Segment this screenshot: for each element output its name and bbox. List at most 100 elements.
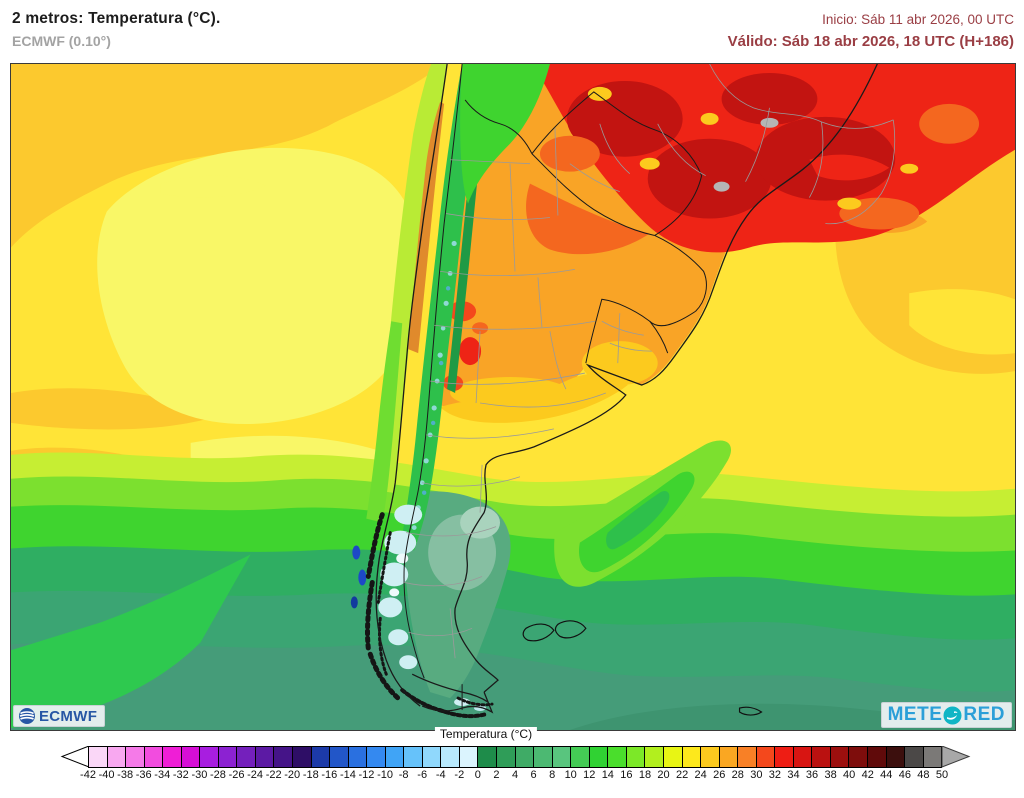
legend-tick-label: -28 — [210, 769, 226, 781]
legend-color-cell — [385, 747, 405, 767]
legend-color-cell — [255, 747, 275, 767]
legend-color-cell — [738, 747, 757, 767]
legend-tick-label: 40 — [843, 769, 856, 781]
temperature-map: ECMWF METE RED — [10, 63, 1016, 731]
legend-tick-label: -42 — [80, 769, 96, 781]
legend-color-cell — [719, 747, 739, 767]
legend-tick-label: -36 — [135, 769, 152, 781]
legend-color-cell — [181, 747, 201, 767]
legend-tick-label: 18 — [638, 769, 652, 781]
legend-tick-label: -30 — [191, 769, 208, 781]
legend-tick-label: 0 — [474, 769, 481, 781]
legend-tick-label: 8 — [549, 769, 556, 781]
legend-color-cell — [608, 747, 627, 767]
legend-tick-label: 46 — [898, 769, 911, 781]
legend-color-cell — [867, 747, 887, 767]
legend-color-cell — [905, 747, 924, 767]
legend-color-cell — [793, 747, 813, 767]
legend-tick-label: -26 — [228, 769, 245, 781]
legend-color-cell — [497, 747, 516, 767]
legend-tick-label: -34 — [154, 769, 171, 781]
legend-tick-label: 10 — [564, 769, 577, 781]
legend-tick-label: 16 — [620, 769, 633, 781]
legend-tick-label: 48 — [917, 769, 930, 781]
legend-color-cell — [645, 747, 664, 767]
legend-tick-label: 4 — [511, 769, 519, 781]
legend-tick-label: 20 — [657, 769, 670, 781]
valid-datetime: Válido: Sáb 18 abr 2026, 18 UTC (H+186) — [727, 33, 1014, 50]
legend-tick-label: 36 — [805, 769, 819, 781]
legend-tick-label: 2 — [493, 769, 500, 781]
legend-tick-label: 22 — [675, 769, 689, 781]
legend-tick-label: -12 — [358, 769, 375, 781]
ecmwf-logo-text: ECMWF — [39, 707, 98, 725]
legend-color-cell — [830, 747, 850, 767]
legend-color-cell — [348, 747, 368, 767]
legend-color-cell — [571, 747, 590, 767]
legend-color-cell — [441, 747, 460, 767]
legend-tick-label: -40 — [98, 769, 115, 781]
legend-color-cell — [534, 747, 553, 767]
color-scale — [58, 746, 971, 768]
legend-color-cell — [218, 747, 238, 767]
legend-tick-label: -32 — [172, 769, 189, 781]
legend-color-cell — [663, 747, 683, 767]
legend-color-cell — [144, 747, 164, 767]
legend-color-cell — [478, 747, 498, 767]
meteored-text-left: METE — [887, 704, 943, 725]
legend-tick-label: -20 — [284, 769, 301, 781]
legend-tick-label: 32 — [768, 769, 782, 781]
map-title: 2 metros: Temperatura (°C). — [12, 10, 221, 27]
legend-color-cell — [886, 747, 906, 767]
legend-color-cell — [237, 747, 256, 767]
legend-tick-label: 34 — [787, 769, 800, 781]
color-scale-tick-labels: -42 -40 -38 -36 -34 -32 -30 -28 -26 -24 -22 -20 -18-… — [58, 769, 970, 784]
legend-color-cell — [682, 747, 702, 767]
legend-color-cell — [552, 747, 572, 767]
meteored-logo: METE RED — [880, 702, 1012, 728]
temperature-field-svg — [11, 64, 1015, 730]
legend-color-cell — [515, 747, 535, 767]
legend-tick-label: -2 — [454, 769, 465, 781]
legend-tick-label: 12 — [583, 769, 596, 781]
legend-color-cell — [367, 747, 386, 767]
legend-color-cell — [200, 747, 219, 767]
legend-tick-label: -22 — [265, 769, 282, 781]
legend-color-cell — [701, 747, 720, 767]
legend-color-cell — [89, 747, 108, 767]
legend-color-cell — [311, 747, 331, 767]
legend-color-cell — [849, 747, 868, 767]
legend-tick-label: -6 — [417, 769, 428, 781]
ecmwf-globe-icon — [19, 708, 35, 724]
legend-tick-label: -4 — [435, 769, 446, 781]
legend-color-cell — [330, 747, 349, 767]
legend-color-cell — [163, 747, 182, 767]
legend-color-cell — [107, 747, 127, 767]
legend-tick-label: 44 — [880, 769, 893, 781]
legend-title: Temperatura (°C) — [434, 727, 538, 741]
legend-color-cell — [589, 747, 609, 767]
run-init-datetime: Inicio: Sáb 11 abr 2026, 00 UTC — [822, 12, 1014, 27]
legend-color-cell — [923, 747, 942, 767]
legend-tick-label: 24 — [694, 769, 707, 781]
legend-tick-label: -18 — [302, 769, 319, 781]
legend-tick-label: 50 — [935, 769, 949, 781]
legend-tick-label: -14 — [339, 769, 356, 781]
legend-color-cell — [626, 747, 646, 767]
legend-color-cell — [274, 747, 294, 767]
legend-color-cell — [775, 747, 794, 767]
legend-tick-label: -8 — [398, 769, 409, 781]
ecmwf-logo: ECMWF — [13, 705, 106, 727]
legend-color-cell — [756, 747, 776, 767]
legend-tick-label: 30 — [750, 769, 763, 781]
legend-tick-label: 26 — [713, 769, 726, 781]
meteored-o-icon — [943, 706, 962, 724]
legend-color-cell — [404, 747, 423, 767]
legend-color-cell — [459, 747, 479, 767]
color-scale-cells — [88, 746, 942, 768]
legend-tick-label: 6 — [530, 769, 537, 781]
legend-color-cell — [126, 747, 145, 767]
legend-tick-label: -16 — [321, 769, 338, 781]
legend-tick-label: -24 — [247, 769, 264, 781]
